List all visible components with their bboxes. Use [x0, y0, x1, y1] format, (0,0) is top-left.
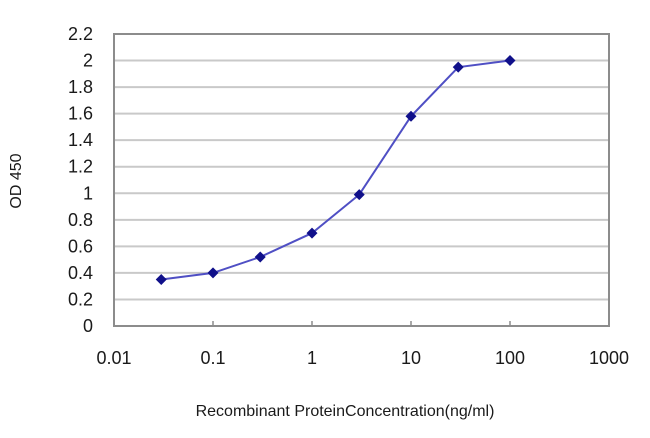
data-point-diamond-icon [452, 61, 464, 73]
data-series [155, 55, 516, 286]
y-axis-title: OD 450 [8, 153, 25, 208]
data-point-diamond-icon [155, 274, 167, 286]
y-axis-tick-labels: 0 0.2 0.4 0.6 0.8 1 1.2 1.4 1.6 1.8 2 2.2 [68, 24, 93, 336]
x-tick-label: 1 [307, 348, 317, 368]
y-tick-label: 0.8 [68, 210, 93, 230]
y-tick-label: 1.8 [68, 77, 93, 97]
y-tick-label: 0 [83, 316, 93, 336]
gridlines [114, 33, 609, 301]
y-tick-label: 1 [83, 183, 93, 203]
x-tick-label: 0.01 [96, 348, 131, 368]
y-tick-label: 0.2 [68, 289, 93, 309]
y-tick-label: 2.2 [68, 24, 93, 44]
y-tick-label: 0.6 [68, 236, 93, 256]
x-tick-label: 10 [401, 348, 421, 368]
y-tick-label: 2 [83, 51, 93, 71]
x-tick-label: 100 [495, 348, 525, 368]
x-tick-label: 0.1 [200, 348, 225, 368]
data-point-diamond-icon [405, 110, 417, 122]
x-tick-label: 1000 [589, 348, 629, 368]
series-line [161, 59, 511, 281]
y-tick-label: 1.2 [68, 157, 93, 177]
data-point-diamond-icon [207, 267, 219, 279]
plot-area-frame [113, 33, 610, 327]
data-point-diamond-icon [504, 55, 516, 67]
y-tick-label: 1.6 [68, 104, 93, 124]
x-axis-title: Recombinant ProteinConcentration(ng/ml) [196, 403, 495, 420]
y-tick-label: 1.4 [68, 130, 93, 150]
x-axis-tick-marks [212, 321, 511, 326]
data-point-diamond-icon [306, 227, 318, 239]
data-point-diamond-icon [353, 189, 365, 201]
x-axis-tick-labels: 0.01 0.1 1 10 100 1000 [96, 348, 629, 368]
data-point-diamond-icon [254, 251, 266, 263]
y-tick-label: 0.4 [68, 263, 93, 283]
